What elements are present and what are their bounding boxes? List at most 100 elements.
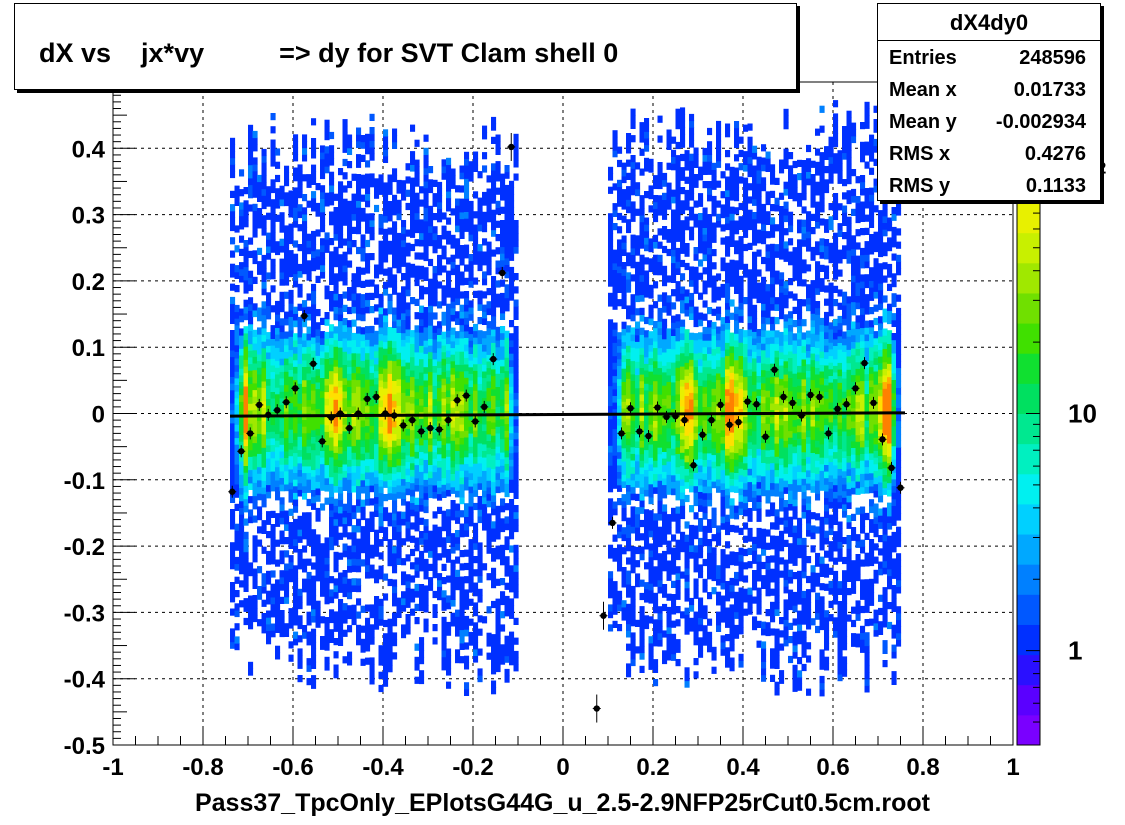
heatmap-cell <box>671 448 677 456</box>
heatmap-cell <box>482 463 488 471</box>
heatmap-cell <box>396 425 402 433</box>
heatmap-cell <box>428 331 434 339</box>
heatmap-cell <box>387 201 393 209</box>
heatmap-cell <box>338 446 344 454</box>
heatmap-cell <box>464 198 470 206</box>
heatmap-cell <box>450 380 456 388</box>
heatmap-cell <box>396 325 402 333</box>
heatmap-cell <box>621 474 627 482</box>
heatmap-cell <box>284 550 290 558</box>
heatmap-cell <box>392 466 398 474</box>
heatmap-cell <box>662 550 668 559</box>
heatmap-cell <box>378 512 384 520</box>
heatmap-cell <box>230 542 236 550</box>
heatmap-cell <box>302 426 308 434</box>
heatmap-cell <box>257 539 263 547</box>
heatmap-cell <box>477 317 483 325</box>
heatmap-cell <box>248 270 254 278</box>
heatmap-cell <box>486 301 492 309</box>
heatmap-cell <box>392 194 398 202</box>
heatmap-cell <box>288 449 294 457</box>
heatmap-cell <box>329 151 335 159</box>
heatmap-cell <box>306 392 312 401</box>
heatmap-cell <box>333 498 339 506</box>
heatmap-cell <box>612 395 618 403</box>
heatmap-cell <box>405 242 411 250</box>
heatmap-cell <box>689 531 695 539</box>
heatmap-cell <box>288 475 294 483</box>
heatmap-cell <box>473 589 479 597</box>
heatmap-cell <box>351 193 357 201</box>
heatmap-cell <box>671 149 677 157</box>
heatmap-cell <box>374 436 380 445</box>
heatmap-cell <box>230 349 236 358</box>
heatmap-cell <box>509 638 515 646</box>
heatmap-cell <box>473 251 479 259</box>
heatmap-cell <box>455 404 461 412</box>
heatmap-cell <box>243 452 249 460</box>
heatmap-cell <box>666 520 672 528</box>
heatmap-cell <box>662 603 668 612</box>
heatmap-cell <box>657 480 663 488</box>
heatmap-cell <box>455 205 461 213</box>
heatmap-cell <box>698 239 704 247</box>
heatmap-cell <box>342 119 348 127</box>
heatmap-cell <box>482 384 488 392</box>
heatmap-cell <box>459 550 465 558</box>
heatmap-cell <box>419 491 425 499</box>
heatmap-cell <box>666 560 672 568</box>
heatmap-cell <box>693 432 699 440</box>
heatmap-cell <box>648 490 654 498</box>
heatmap-cell <box>342 145 348 153</box>
heatmap-cell <box>662 630 668 638</box>
heatmap-cell <box>504 655 510 663</box>
heatmap-cell <box>252 336 258 344</box>
heatmap-cell <box>495 200 501 208</box>
heatmap-cell <box>414 265 420 273</box>
heatmap-cell <box>401 259 407 267</box>
heatmap-cell <box>630 585 636 594</box>
heatmap-cell <box>351 604 357 612</box>
heatmap-cell <box>410 210 416 218</box>
heatmap-cell <box>347 485 353 494</box>
heatmap-cell <box>419 590 425 598</box>
heatmap-cell <box>302 465 308 474</box>
heatmap-cell <box>446 204 452 212</box>
heatmap-cell <box>486 480 492 488</box>
heatmap-cell <box>239 527 245 535</box>
heatmap-cell <box>437 453 443 461</box>
heatmap-cell <box>423 167 429 175</box>
heatmap-cell <box>644 482 650 490</box>
heatmap-cell <box>360 207 366 216</box>
heatmap-cell <box>437 341 443 349</box>
heatmap-cell <box>666 474 672 482</box>
heatmap-cell <box>419 458 425 466</box>
heatmap-cell <box>288 641 294 649</box>
heatmap-cell <box>617 299 623 307</box>
heatmap-cell <box>441 563 447 571</box>
heatmap-cell <box>675 513 681 521</box>
heatmap-cell <box>495 399 501 407</box>
heatmap-cell <box>513 372 519 380</box>
heatmap-cell <box>698 451 704 459</box>
heatmap-cell <box>302 452 308 460</box>
heatmap-cell <box>356 439 362 447</box>
heatmap-cell <box>266 186 272 194</box>
heatmap-cell <box>392 135 398 143</box>
heatmap-cell <box>455 463 461 471</box>
heatmap-cell <box>234 324 240 332</box>
heatmap-cell <box>311 151 317 159</box>
heatmap-cell <box>414 663 420 671</box>
heatmap-cell <box>315 395 321 403</box>
heatmap-cell <box>657 254 663 262</box>
heatmap-cell <box>338 420 344 428</box>
heatmap-cell <box>405 415 411 423</box>
heatmap-cell <box>333 286 339 294</box>
heatmap-cell <box>441 650 447 658</box>
heatmap-cell <box>351 578 357 586</box>
heatmap-cell <box>680 458 686 466</box>
heatmap-cell <box>684 388 690 396</box>
heatmap-cell <box>279 537 285 545</box>
heatmap-cell <box>342 185 348 193</box>
heatmap-cell <box>621 514 627 522</box>
